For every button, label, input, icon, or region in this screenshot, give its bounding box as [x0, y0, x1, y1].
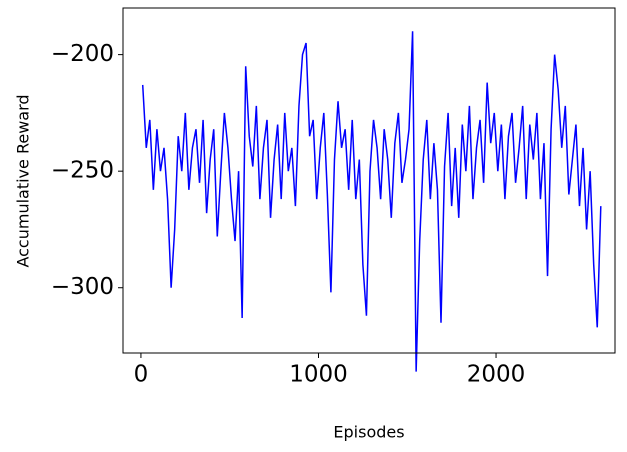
y-tick-label: −200 [51, 41, 114, 67]
x-axis-label: Episodes [333, 423, 404, 442]
plot-frame [122, 7, 616, 354]
x-tick-label: 1000 [289, 362, 348, 388]
x-tick-label: 0 [134, 362, 149, 388]
data-line [141, 31, 602, 372]
y-tick-label: −300 [51, 274, 114, 300]
x-tick-label: 2000 [467, 362, 526, 388]
y-axis-label: Accumulative Reward [14, 94, 33, 267]
y-tick-label: −250 [51, 158, 114, 184]
